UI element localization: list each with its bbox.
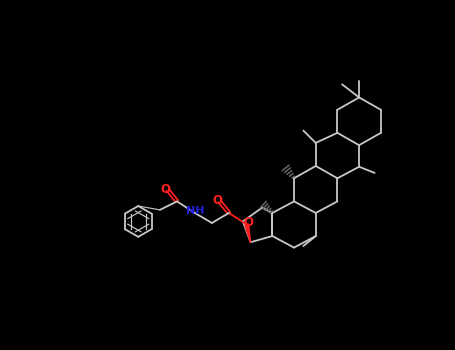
Polygon shape [245,224,251,243]
Text: O: O [160,183,170,196]
Text: NH: NH [187,206,205,216]
Text: O: O [243,216,253,229]
Text: O: O [212,194,222,207]
